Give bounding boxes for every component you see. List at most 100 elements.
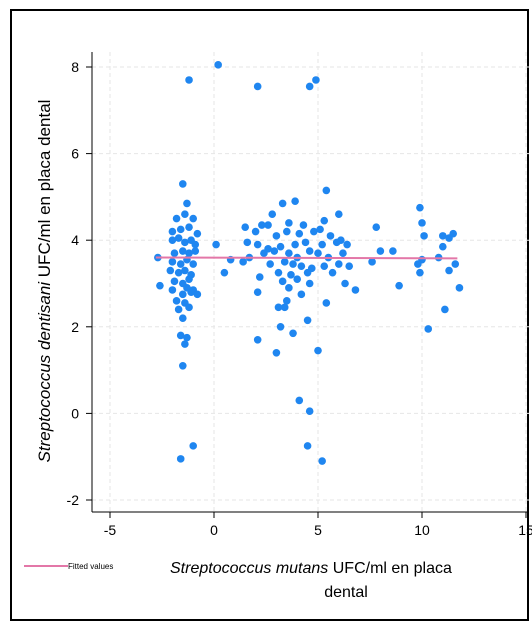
data-point [179, 361, 187, 370]
data-point [283, 227, 291, 236]
data-point [305, 407, 314, 416]
data-point [372, 223, 381, 232]
data-point [451, 260, 460, 268]
y-tick-label: 2 [71, 319, 79, 335]
data-point [445, 234, 453, 242]
data-point [274, 268, 283, 277]
data-point [441, 305, 449, 314]
data-point [314, 249, 322, 257]
data-point [339, 249, 347, 257]
data-point [295, 396, 304, 405]
data-point [176, 260, 185, 268]
data-point [176, 331, 185, 340]
data-point [326, 232, 335, 240]
data-point [170, 277, 179, 286]
y-tick-label: -2 [67, 492, 80, 508]
y-axis-title: Streptococcus dentisani UFC/ml en placa … [35, 100, 54, 463]
data-point [174, 268, 183, 277]
data-point [303, 268, 312, 277]
data-point [183, 333, 191, 342]
data-point [272, 232, 281, 240]
data-point [168, 227, 177, 236]
data-point [299, 221, 308, 229]
data-point [168, 258, 177, 266]
data-point [191, 247, 200, 255]
axes: -2 0 2 4 6 8 -5 0 5 10 15 [67, 52, 532, 538]
x-tick-label: 10 [414, 522, 430, 538]
data-point [274, 303, 283, 312]
data-point [289, 260, 297, 268]
y-tick-label: 6 [71, 146, 79, 162]
data-point [335, 260, 343, 268]
data-point [239, 258, 247, 266]
data-point [266, 260, 274, 268]
fitted-line [155, 256, 458, 260]
data-point [268, 210, 277, 219]
x-axis-title-line2: dental [324, 584, 368, 601]
data-point [181, 210, 189, 219]
data-point [318, 457, 326, 465]
x-tick-label: 5 [314, 522, 322, 538]
legend-label: Fitted values [68, 562, 113, 571]
data-point [220, 268, 229, 277]
y-axis-title-rest: UFC/ml en placa dental [35, 100, 54, 282]
data-point [174, 234, 183, 242]
data-point [156, 281, 164, 290]
y-tick-label: 8 [71, 59, 79, 75]
data-point [291, 240, 299, 249]
data-point [255, 273, 264, 281]
data-point [179, 314, 187, 322]
data-point [322, 186, 331, 195]
data-point [189, 442, 197, 450]
data-point [335, 210, 343, 219]
data-point [351, 286, 360, 294]
data-point [332, 238, 341, 247]
data-point [318, 240, 326, 249]
data-point [389, 247, 397, 255]
y-tick-label: 0 [71, 405, 79, 421]
data-point [322, 299, 331, 307]
data-point [343, 240, 351, 249]
x-axis-title-rest: UFC/ml en placa [328, 560, 452, 577]
data-point [285, 284, 293, 292]
grid [92, 52, 529, 512]
data-point [439, 232, 447, 240]
data-point [320, 262, 329, 270]
data-point [183, 199, 191, 208]
data-point [241, 223, 249, 232]
data-point [185, 275, 193, 283]
data-point [303, 442, 312, 450]
data-point [424, 325, 433, 333]
data-point [168, 236, 177, 244]
data-point [420, 232, 428, 240]
data-point [285, 249, 293, 257]
data-point [439, 242, 447, 251]
data-point [170, 249, 179, 257]
data-point [270, 247, 279, 255]
x-axis-title: Streptococcus mutans UFC/ml en placa [170, 560, 452, 577]
data-point [179, 290, 187, 299]
data-point [416, 203, 424, 212]
data-point [455, 284, 464, 292]
data-point [418, 219, 426, 227]
data-point [176, 455, 185, 463]
data-point [166, 266, 175, 275]
data-point [272, 348, 281, 357]
data-point [212, 240, 220, 249]
data-point [291, 197, 299, 206]
data-point [287, 271, 295, 279]
data-point [193, 229, 202, 238]
data-point [376, 247, 385, 255]
data-point [181, 238, 189, 247]
legend: Fitted values [24, 562, 113, 571]
data-point [293, 275, 302, 283]
data-point [253, 335, 262, 344]
data-point [278, 277, 287, 286]
data-point [312, 76, 320, 84]
data-point [185, 76, 193, 84]
data-point [185, 223, 193, 232]
data-point [395, 281, 403, 290]
data-point [176, 225, 185, 234]
data-point [295, 229, 304, 238]
